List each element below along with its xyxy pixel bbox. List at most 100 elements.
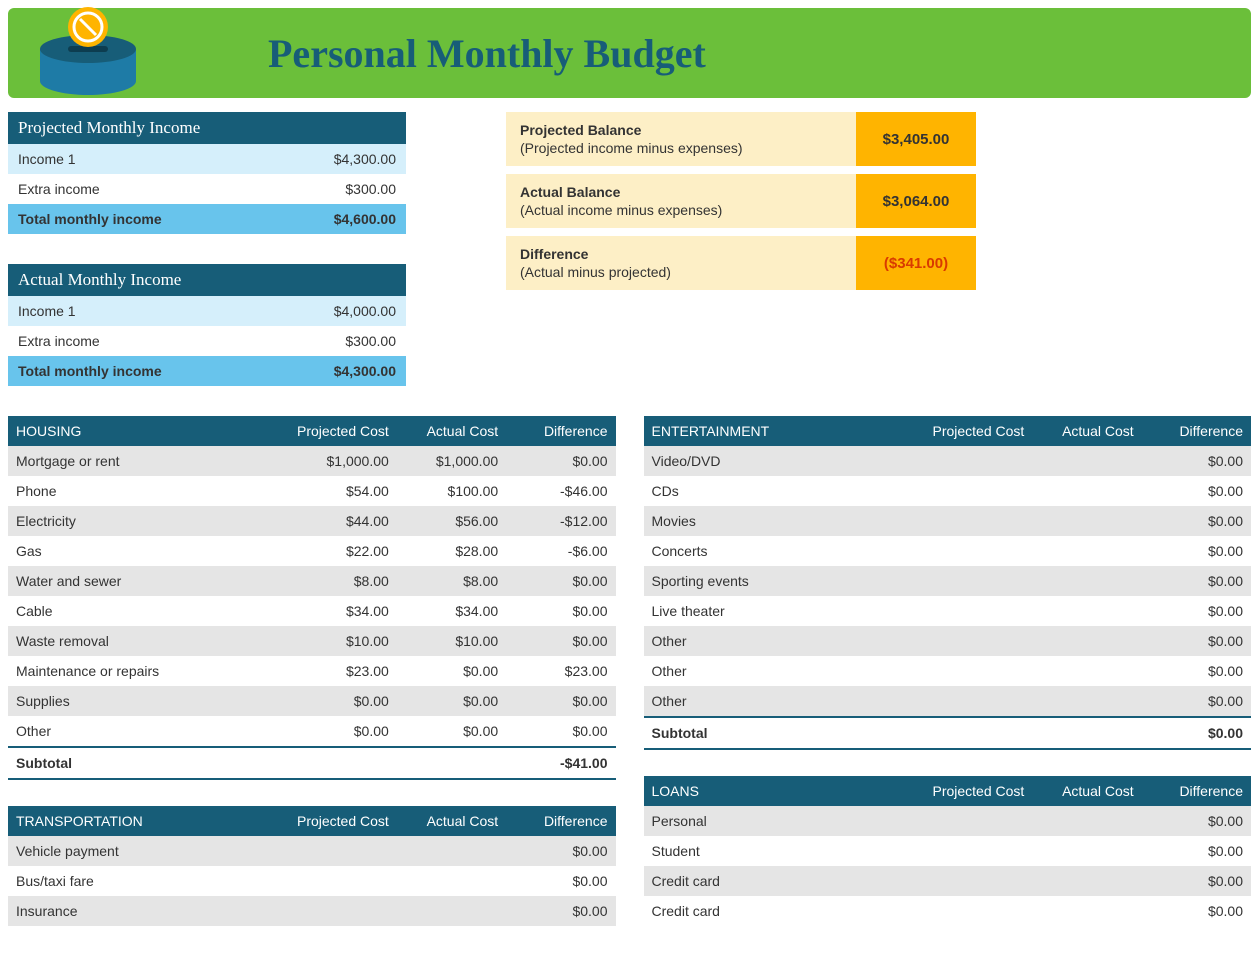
row-label[interactable]: Personal (644, 806, 923, 836)
row-label[interactable]: Water and sewer (8, 566, 287, 596)
row-label[interactable]: Other (644, 686, 923, 717)
category-name: LOANS (644, 776, 923, 806)
row-label[interactable]: Bus/taxi fare (8, 866, 287, 896)
row-projected[interactable] (923, 506, 1032, 536)
row-projected[interactable]: $22.00 (287, 536, 396, 566)
row-label[interactable]: Gas (8, 536, 287, 566)
row-label[interactable]: Other (644, 656, 923, 686)
row-actual[interactable]: $34.00 (397, 596, 506, 626)
row-projected[interactable]: $23.00 (287, 656, 396, 686)
row-actual[interactable] (1032, 896, 1141, 926)
row-projected[interactable]: $0.00 (287, 716, 396, 747)
row-label[interactable]: Video/DVD (644, 446, 923, 476)
row-label[interactable]: Student (644, 836, 923, 866)
row-label[interactable]: Concerts (644, 536, 923, 566)
row-difference: $0.00 (506, 836, 615, 866)
cell-value[interactable]: $300.00 (273, 326, 406, 356)
row-actual[interactable]: $0.00 (397, 686, 506, 716)
col-difference: Difference (1142, 776, 1251, 806)
row-projected[interactable]: $1,000.00 (287, 446, 396, 476)
row-actual[interactable]: $1,000.00 (397, 446, 506, 476)
row-label[interactable]: Other (8, 716, 287, 747)
row-label[interactable]: Maintenance or repairs (8, 656, 287, 686)
row-projected[interactable] (923, 836, 1032, 866)
row-difference: $0.00 (1142, 866, 1251, 896)
row-label[interactable]: Electricity (8, 506, 287, 536)
projected-income-header: Projected Monthly Income (8, 112, 406, 144)
row-label[interactable]: Insurance (8, 896, 287, 926)
row-label[interactable]: Movies (644, 506, 923, 536)
col-projected: Projected Cost (287, 806, 396, 836)
row-actual[interactable]: $8.00 (397, 566, 506, 596)
cell-value[interactable]: $300.00 (273, 174, 406, 204)
row-label[interactable]: Phone (8, 476, 287, 506)
cell-label[interactable]: Income 1 (8, 144, 273, 174)
row-label[interactable]: Credit card (644, 866, 923, 896)
row-actual[interactable] (1032, 836, 1141, 866)
row-projected[interactable] (923, 536, 1032, 566)
row-actual[interactable] (397, 866, 506, 896)
row-projected[interactable]: $54.00 (287, 476, 396, 506)
cell-label[interactable]: Extra income (8, 326, 273, 356)
row-label[interactable]: Mortgage or rent (8, 446, 287, 476)
row-projected[interactable] (923, 446, 1032, 476)
row-actual[interactable] (397, 896, 506, 926)
row-label[interactable]: CDs (644, 476, 923, 506)
row-label[interactable]: Vehicle payment (8, 836, 287, 866)
row-label[interactable]: Supplies (8, 686, 287, 716)
row-projected[interactable] (287, 866, 396, 896)
balance-subtitle: (Actual minus projected) (520, 264, 842, 280)
row-actual[interactable] (1032, 866, 1141, 896)
row-actual[interactable] (1032, 806, 1141, 836)
row-projected[interactable] (923, 596, 1032, 626)
row-actual[interactable]: $10.00 (397, 626, 506, 656)
row-projected[interactable] (287, 896, 396, 926)
row-actual[interactable]: $0.00 (397, 656, 506, 686)
row-projected[interactable] (923, 656, 1032, 686)
row-actual[interactable] (1032, 506, 1141, 536)
row-actual[interactable]: $28.00 (397, 536, 506, 566)
row-actual[interactable] (1032, 626, 1141, 656)
row-projected[interactable] (923, 566, 1032, 596)
cell-label[interactable]: Extra income (8, 174, 273, 204)
row-actual[interactable] (1032, 476, 1141, 506)
row-actual[interactable]: $100.00 (397, 476, 506, 506)
row-projected[interactable] (923, 806, 1032, 836)
cell-value[interactable]: $4,000.00 (273, 296, 406, 326)
cell-label[interactable]: Income 1 (8, 296, 273, 326)
row-projected[interactable] (923, 686, 1032, 717)
title-banner: Personal Monthly Budget (8, 8, 1251, 98)
row-actual[interactable]: $0.00 (397, 716, 506, 747)
row-actual[interactable] (397, 836, 506, 866)
balance-row: Actual Balance(Actual income minus expen… (506, 174, 976, 228)
row-label[interactable]: Live theater (644, 596, 923, 626)
row-actual[interactable]: $56.00 (397, 506, 506, 536)
col-difference: Difference (506, 416, 615, 446)
row-projected[interactable] (923, 476, 1032, 506)
row-actual[interactable] (1032, 656, 1141, 686)
row-actual[interactable] (1032, 536, 1141, 566)
row-projected[interactable]: $44.00 (287, 506, 396, 536)
row-projected[interactable] (923, 626, 1032, 656)
row-label[interactable]: Other (644, 626, 923, 656)
subtotal-row: Subtotal$0.00 (644, 717, 1252, 749)
row-projected[interactable]: $0.00 (287, 686, 396, 716)
row-label[interactable]: Cable (8, 596, 287, 626)
col-actual: Actual Cost (397, 416, 506, 446)
row-projected[interactable] (287, 836, 396, 866)
row-actual[interactable] (1032, 686, 1141, 717)
row-label[interactable]: Waste removal (8, 626, 287, 656)
cell-value[interactable]: $4,300.00 (273, 144, 406, 174)
row-label[interactable]: Credit card (644, 896, 923, 926)
row-projected[interactable]: $8.00 (287, 566, 396, 596)
row-projected[interactable] (923, 896, 1032, 926)
row-actual[interactable] (1032, 446, 1141, 476)
row-actual[interactable] (1032, 566, 1141, 596)
row-label[interactable]: Sporting events (644, 566, 923, 596)
row-difference: $0.00 (1142, 536, 1251, 566)
row-projected[interactable] (923, 866, 1032, 896)
row-projected[interactable]: $10.00 (287, 626, 396, 656)
row-actual[interactable] (1032, 596, 1141, 626)
row-difference: $0.00 (506, 626, 615, 656)
row-projected[interactable]: $34.00 (287, 596, 396, 626)
